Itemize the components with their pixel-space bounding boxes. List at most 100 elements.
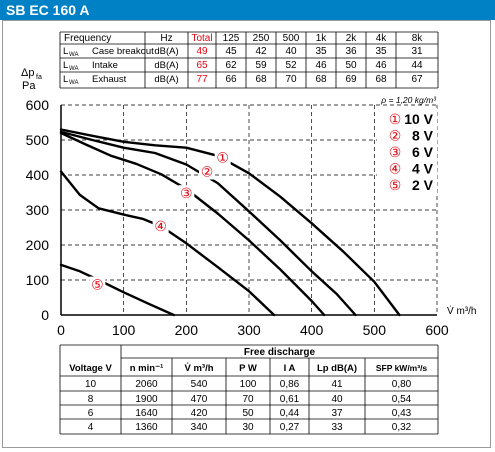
row-value: 44	[411, 60, 423, 71]
discharge-cell: 40	[331, 394, 343, 405]
y-tick-label: 100	[26, 272, 50, 288]
discharge-cell: 30	[242, 422, 254, 433]
discharge-header-cell: n min⁻¹	[130, 363, 164, 374]
discharge-cell: 0,43	[392, 408, 412, 419]
series-line-4v	[59, 170, 276, 317]
legend-label: 6 V	[412, 144, 434, 160]
discharge-group-cell	[121, 345, 438, 358]
y-tick-label: 600	[26, 97, 50, 113]
discharge-cell: 70	[242, 394, 254, 405]
discharge-cell: 10	[85, 379, 97, 390]
table-header-cell: 8k	[412, 33, 424, 44]
row-unit: dB(A)	[154, 74, 178, 85]
series-marker-bg	[214, 149, 231, 166]
row-total: 77	[196, 74, 208, 85]
row-value: 62	[225, 60, 237, 71]
row-value: 68	[375, 74, 387, 85]
series-marker: ①	[216, 150, 229, 166]
row-param-subscript: WA	[69, 52, 78, 58]
row-value: 45	[225, 46, 237, 57]
discharge-cell: 6	[88, 408, 94, 419]
row-value: 35	[375, 46, 387, 57]
discharge-cell: 41	[331, 379, 343, 390]
row-label: Case breakout	[92, 46, 154, 57]
discharge-cell: 0,32	[392, 422, 412, 433]
discharge-header-cell: Voltage V	[69, 363, 112, 374]
row-value: 68	[255, 74, 267, 85]
legend-marker: ④	[389, 161, 402, 177]
row-value: 68	[315, 74, 327, 85]
density-note: ρ = 1,20 kg/m³	[380, 95, 437, 105]
legend-marker: ③	[389, 144, 402, 160]
y-tick-label: 200	[26, 237, 50, 253]
legend-marker: ②	[389, 128, 402, 144]
y-tick-label: 500	[26, 132, 50, 148]
table-header-cell: 4k	[376, 33, 388, 44]
table-header-cell: Hz	[160, 33, 172, 44]
series-marker-bg	[178, 185, 195, 202]
product-title: SB EC 160 A	[6, 2, 90, 18]
discharge-cell: 540	[191, 379, 208, 390]
discharge-header-cell: Lp dB(A)	[317, 363, 357, 374]
legend-label: 8 V	[412, 128, 434, 144]
discharge-cell: 50	[242, 408, 254, 419]
row-param-subscript: WA	[69, 66, 78, 72]
table-header-frequency: Frequency	[64, 33, 111, 44]
row-value: 31	[411, 46, 423, 57]
x-tick-label: 400	[300, 322, 324, 338]
row-value: 70	[285, 74, 297, 85]
y-axis-label-subscript: fa	[36, 74, 42, 81]
legend-label: 4 V	[412, 161, 434, 177]
row-param-symbol: L	[63, 74, 68, 85]
discharge-cell: 33	[331, 422, 343, 433]
x-tick-label: 500	[363, 322, 387, 338]
discharge-cell: 2060	[135, 379, 158, 390]
series-marker: ②	[201, 164, 214, 180]
discharge-cell: 100	[240, 379, 257, 390]
row-param-subscript: WA	[69, 80, 78, 86]
row-value: 35	[315, 46, 327, 57]
row-value: 46	[315, 60, 327, 71]
series-line-2v	[59, 263, 175, 317]
discharge-cell: 470	[191, 394, 208, 405]
row-value: 46	[375, 60, 387, 71]
table-header-cell: 1k	[316, 33, 328, 44]
frame	[2, 20, 491, 448]
series-line-8v	[59, 130, 357, 317]
x-tick-label: 100	[112, 322, 136, 338]
legend-marker: ⑤	[389, 177, 402, 193]
legend-label: 10 V	[404, 111, 433, 127]
title-bar: SB EC 160 A	[0, 0, 495, 20]
x-tick-label: 300	[237, 322, 261, 338]
series-marker: ③	[180, 185, 193, 201]
y-axis-unit: Pa	[22, 80, 36, 92]
discharge-group-header: Free discharge	[244, 347, 316, 358]
discharge-header-cell: V̇ m³/h	[184, 363, 213, 374]
table-header-cell: 500	[283, 33, 300, 44]
x-tick-label: 200	[175, 322, 199, 338]
series-line-10v	[59, 128, 401, 317]
row-value: 42	[255, 46, 267, 57]
table-header-cell: 250	[253, 33, 270, 44]
series-marker-bg	[89, 276, 106, 293]
table-header-cell: Total	[191, 33, 212, 44]
discharge-cell: 0,27	[280, 422, 300, 433]
legend-marker: ①	[389, 111, 402, 127]
x-axis-label: V̇ m³/h	[447, 304, 476, 317]
x-tick-label: 600	[425, 322, 449, 338]
table-header-cell: 125	[223, 33, 240, 44]
row-unit: dB(A)	[154, 46, 178, 57]
row-value: 67	[411, 74, 423, 85]
discharge-cell: 4	[88, 422, 94, 433]
discharge-header-cell: SFP kW/m³/s	[376, 363, 428, 373]
row-label: Exhaust	[92, 74, 127, 85]
discharge-cell: 420	[191, 408, 208, 419]
legend-label: 2 V	[412, 177, 434, 193]
discharge-header-cell: P W	[239, 363, 257, 374]
discharge-cell: 1900	[135, 394, 158, 405]
row-value: 59	[255, 60, 267, 71]
row-total: 49	[196, 46, 208, 57]
row-value: 69	[345, 74, 357, 85]
discharge-cell: 1640	[135, 408, 158, 419]
row-value: 66	[225, 74, 237, 85]
